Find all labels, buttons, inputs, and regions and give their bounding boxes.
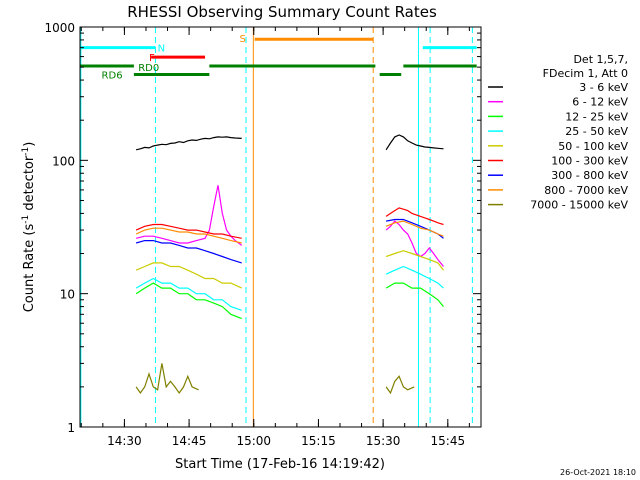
x-axis: 14:30 14:45 15:00 15:15 15:30 15:45 xyxy=(80,27,470,448)
y-tick-label-1: 10 xyxy=(60,288,75,302)
legend-entry-1: 6 - 12 keV xyxy=(572,96,628,109)
series-6-segment-0 xyxy=(135,240,242,264)
legend-entry-8: 7000 - 15000 keV xyxy=(530,199,628,212)
y-axis-label-sup1: -1 xyxy=(21,215,31,224)
series-7-segment-1 xyxy=(385,220,444,237)
series-layer xyxy=(135,134,444,395)
legend-header-line-1: Det 1,5,7, xyxy=(573,53,628,66)
y-axis-label-sup2: -1 xyxy=(21,147,31,156)
plot-area: NF S RD0 RD6 xyxy=(79,26,482,428)
annotation-4-label: RD6 xyxy=(102,71,123,82)
series-8-segment-0 xyxy=(135,363,199,395)
mode-annotations: NF S RD0 RD6 xyxy=(80,34,477,82)
x-tick-label-1: 14:45 xyxy=(172,434,207,448)
annotation-3-label: RD0 xyxy=(138,63,159,74)
legend: Det 1,5,7, FDecim 1, Att 0 3 - 6 keV 6 - … xyxy=(488,53,628,212)
series-8-segment-1 xyxy=(385,375,415,395)
y-tick-label-0: 1 xyxy=(67,421,75,435)
legend-entry-2: 12 - 25 keV xyxy=(565,110,628,123)
series-4-segment-1 xyxy=(385,250,444,271)
legend-header-line-2: FDecim 1, Att 0 xyxy=(543,67,628,80)
series-7-segment-0 xyxy=(135,227,242,244)
legend-entry-3: 25 - 50 keV xyxy=(565,125,628,138)
series-2-segment-1 xyxy=(385,282,444,307)
x-tick-label-2: 15:00 xyxy=(236,434,271,448)
x-tick-label-5: 15:45 xyxy=(431,434,466,448)
series-3-segment-0 xyxy=(135,277,242,311)
series-0-segment-0 xyxy=(135,136,242,151)
series-3-segment-1 xyxy=(385,265,444,289)
plot-frame xyxy=(79,26,482,428)
series-2-segment-0 xyxy=(135,282,242,320)
series-0-segment-1 xyxy=(385,134,444,151)
x-tick-label-4: 15:30 xyxy=(366,434,401,448)
legend-entry-7: 800 - 7000 keV xyxy=(544,184,628,197)
series-5-segment-0 xyxy=(135,223,242,239)
legend-entry-5: 100 - 300 keV xyxy=(551,155,628,168)
annotation-1-label: F xyxy=(149,53,155,64)
x-tick-label-0: 14:30 xyxy=(107,434,142,448)
series-1-segment-0 xyxy=(135,185,243,246)
y-axis-label-mid: detector xyxy=(22,155,37,215)
mode-vertical-lines xyxy=(80,27,473,427)
x-tick-label-3: 15:15 xyxy=(301,434,336,448)
y-axis-label-main: Count Rate (s xyxy=(22,224,37,313)
footer-timestamp: 26-Oct-2021 18:10 xyxy=(560,468,636,477)
legend-entry-6: 300 - 800 keV xyxy=(551,169,628,182)
annotation-0-label: N xyxy=(158,44,165,55)
chart-title: RHESSI Observing Summary Count Rates xyxy=(127,3,437,21)
series-5-segment-1 xyxy=(385,207,444,226)
y-tick-label-3: 1000 xyxy=(44,21,75,35)
annotation-2-label: S xyxy=(240,34,246,45)
y-tick-label-2: 100 xyxy=(52,154,75,168)
legend-entry-0: 3 - 6 keV xyxy=(579,81,628,94)
x-axis-label: Start Time (17-Feb-16 14:19:42) xyxy=(175,457,385,472)
y-axis-label: Count Rate (s-1 detector-1) xyxy=(21,142,37,313)
y-axis-label-end: ) xyxy=(22,142,37,147)
legend-entry-4: 50 - 100 keV xyxy=(558,140,628,153)
y-axis: 1 10 100 1000 xyxy=(44,21,481,435)
series-1-segment-1 xyxy=(385,220,444,267)
series-4-segment-0 xyxy=(135,262,242,289)
